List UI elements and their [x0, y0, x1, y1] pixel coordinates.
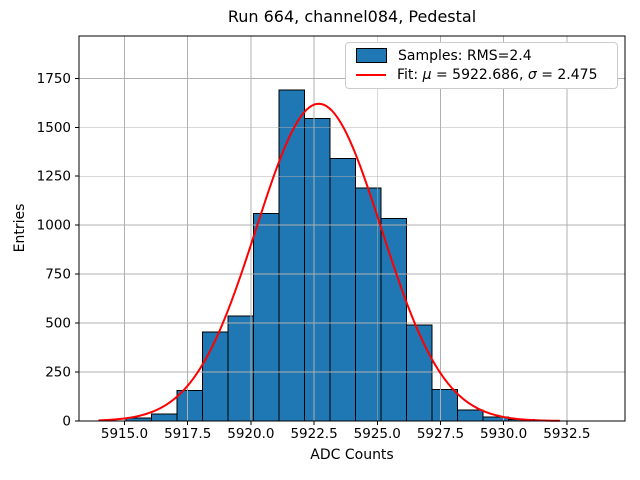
legend-row-samples: Samples: RMS=2.4 [356, 46, 611, 66]
legend: Samples: RMS=2.4 Fit: μ = 5922.686, σ = … [345, 42, 618, 89]
equals-sign: = [536, 67, 558, 84]
samples-swatch [356, 48, 387, 64]
chart-title: Run 664, channel084, Pedestal [227, 7, 477, 26]
histogram-bar [252, 212, 280, 422]
histogram-bar [176, 390, 203, 422]
y-axis-title: Entries [12, 203, 28, 253]
sigma-symbol: σ [527, 67, 537, 84]
mu-symbol: μ [422, 67, 432, 84]
fit-curve [98, 102, 561, 422]
fit-label-prefix: Fit: [397, 67, 423, 84]
y-tick-label: 1750 [37, 71, 71, 87]
legend-row-fit: Fit: μ = 5922.686, σ = 2.475 [356, 66, 611, 86]
x-tick-label: 5930.0 [480, 426, 527, 442]
y-tick-label: 1000 [37, 218, 71, 234]
histogram-bar [150, 413, 178, 422]
histogram-bar [431, 389, 459, 422]
histogram-bar [303, 117, 331, 422]
fit-legend-label: Fit: μ = 5922.686, σ = 2.475 [397, 67, 597, 83]
x-tick-label: 5920.0 [227, 426, 274, 442]
x-tick-label: 5915.0 [101, 426, 148, 442]
y-tick-label: 1250 [37, 169, 71, 185]
y-tick-label: 1500 [37, 120, 71, 136]
samples-legend-label: Samples: RMS=2.4 [398, 47, 532, 64]
x-tick-label: 5922.5 [290, 426, 337, 442]
histogram-bar [406, 324, 433, 422]
equals-sign: = [431, 67, 453, 84]
x-axis-title: ADC Counts [310, 447, 394, 463]
x-tick-label: 5932.5 [543, 426, 590, 442]
y-tick-label: 250 [45, 365, 71, 381]
y-tick-label: 750 [45, 267, 71, 283]
sigma-value: 2.475 [557, 67, 598, 84]
separator: , [518, 67, 528, 84]
x-tick-label: 5927.5 [417, 426, 464, 442]
y-tick-label: 0 [62, 414, 71, 430]
histogram-bar [457, 409, 484, 422]
plot-border [78, 35, 626, 422]
histogram-bar [278, 89, 305, 422]
histogram-bar [227, 315, 254, 422]
x-tick-label: 5925.0 [354, 426, 401, 442]
fit-line-swatch [356, 74, 386, 77]
histogram-bar [201, 331, 229, 422]
histogram-bar [329, 158, 357, 422]
mu-value: 5922.686 [452, 67, 519, 84]
y-tick-label: 500 [45, 316, 71, 332]
x-tick-label: 5917.5 [164, 426, 211, 442]
histogram-bar [380, 217, 408, 422]
